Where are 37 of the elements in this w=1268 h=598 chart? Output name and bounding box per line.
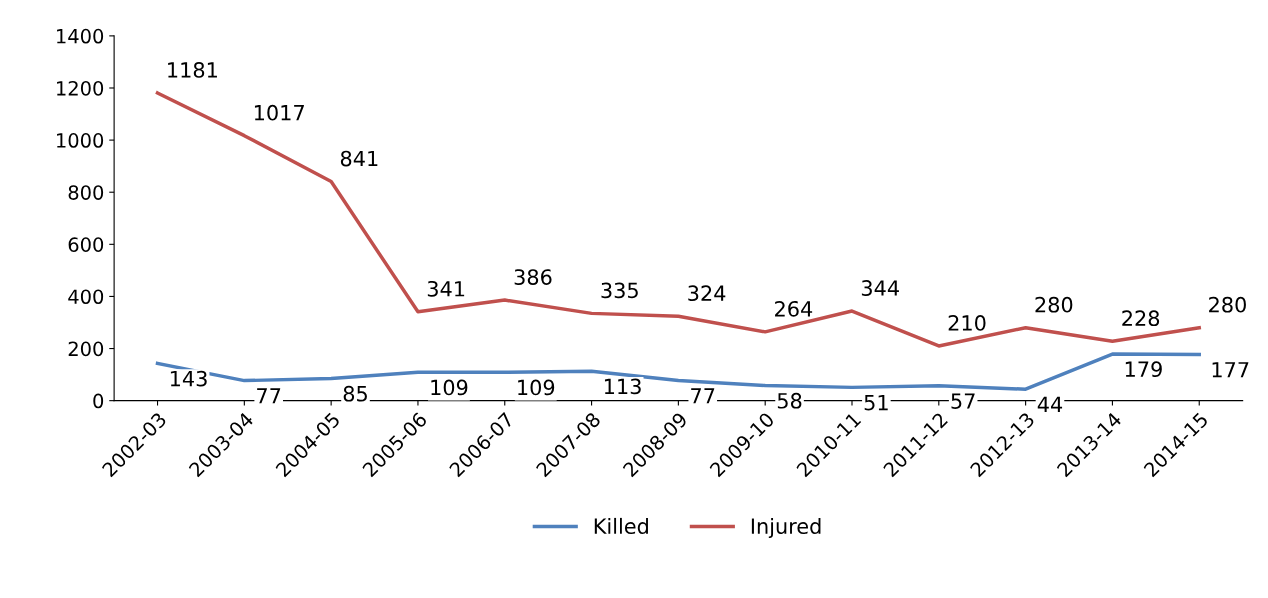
data-label: 113 xyxy=(604,378,641,395)
data-label: 280 xyxy=(1035,296,1073,313)
data-label: 335 xyxy=(601,282,638,299)
line-series xyxy=(155,91,1201,348)
data-label: 341 xyxy=(427,280,465,297)
y-tick-label: 1400 xyxy=(57,28,104,44)
data-label: 57 xyxy=(951,393,975,409)
data-label: 841 xyxy=(340,150,378,167)
y-tick-label: 400 xyxy=(68,289,104,305)
y-tick-label: 200 xyxy=(68,341,104,357)
data-label: 77 xyxy=(691,388,715,404)
y-tick-label: 600 xyxy=(68,237,104,252)
data-label: 264 xyxy=(775,300,813,317)
legend-label: Injured xyxy=(751,517,821,539)
y-tick-label: 1200 xyxy=(57,80,104,96)
data-label: 58 xyxy=(777,392,802,409)
data-label: 77 xyxy=(257,388,281,404)
legend-label: Killed xyxy=(594,517,648,535)
data-label: 280 xyxy=(1209,296,1246,313)
data-label: 179 xyxy=(1125,361,1162,378)
data-label: 344 xyxy=(861,280,899,296)
data-label: 177 xyxy=(1212,362,1249,378)
data-label: 44 xyxy=(1037,396,1063,412)
y-tick-label: 0 xyxy=(93,393,104,409)
data-label: 143 xyxy=(170,370,207,387)
y-tick-label: 800 xyxy=(68,185,104,200)
data-label: 228 xyxy=(1122,310,1160,327)
data-label: 109 xyxy=(518,379,555,396)
data-label: 324 xyxy=(688,285,726,302)
data-label: 85 xyxy=(343,385,367,402)
data-label: 1181 xyxy=(168,62,217,78)
y-tick-label: 1000 xyxy=(57,133,104,148)
data-label: 386 xyxy=(514,269,552,285)
data-label: 109 xyxy=(431,379,468,396)
data-label: 1017 xyxy=(254,104,304,121)
data-label: 210 xyxy=(948,315,986,331)
data-label: 51 xyxy=(864,394,888,411)
